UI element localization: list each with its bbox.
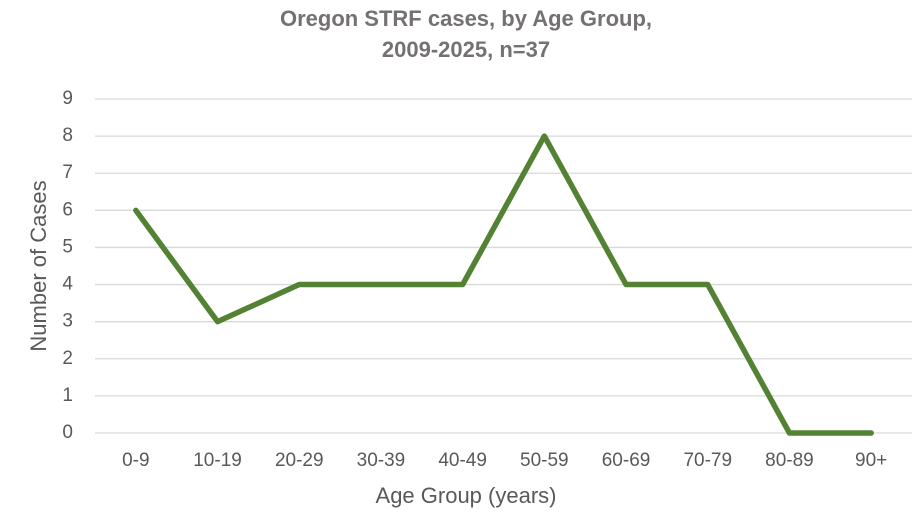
y-tick-label: 8 (62, 125, 73, 146)
x-tick-label: 60-69 (602, 450, 651, 471)
x-tick-label: 0-9 (122, 450, 149, 471)
x-tick-label: 70-79 (683, 450, 732, 471)
y-tick-label: 3 (62, 311, 73, 332)
x-tick-label: 30-39 (357, 450, 406, 471)
y-tick-label: 7 (62, 162, 73, 183)
x-tick-label: 90+ (855, 450, 887, 471)
y-tick-label: 2 (62, 348, 73, 369)
x-tick-label: 40-49 (438, 450, 487, 471)
x-axis-label: Age Group (years) (376, 483, 557, 508)
y-tick-label: 6 (62, 199, 73, 220)
x-tick-label: 20-29 (275, 450, 324, 471)
data-line (133, 133, 874, 436)
x-tick-label: 80-89 (765, 450, 814, 471)
chart-title: Oregon STRF cases, by Age Group, (280, 6, 652, 31)
chart-title: 2009-2025, n=37 (382, 37, 550, 62)
y-tick-label: 0 (62, 422, 73, 443)
x-tick-label: 10-19 (193, 450, 242, 471)
x-tick-label: 50-59 (520, 450, 569, 471)
y-tick-label: 1 (62, 385, 73, 406)
y-tick-label: 5 (62, 236, 73, 257)
y-axis-label: Number of Cases (26, 180, 51, 351)
y-tick-label: 9 (62, 88, 73, 109)
y-tick-label: 4 (62, 274, 73, 295)
